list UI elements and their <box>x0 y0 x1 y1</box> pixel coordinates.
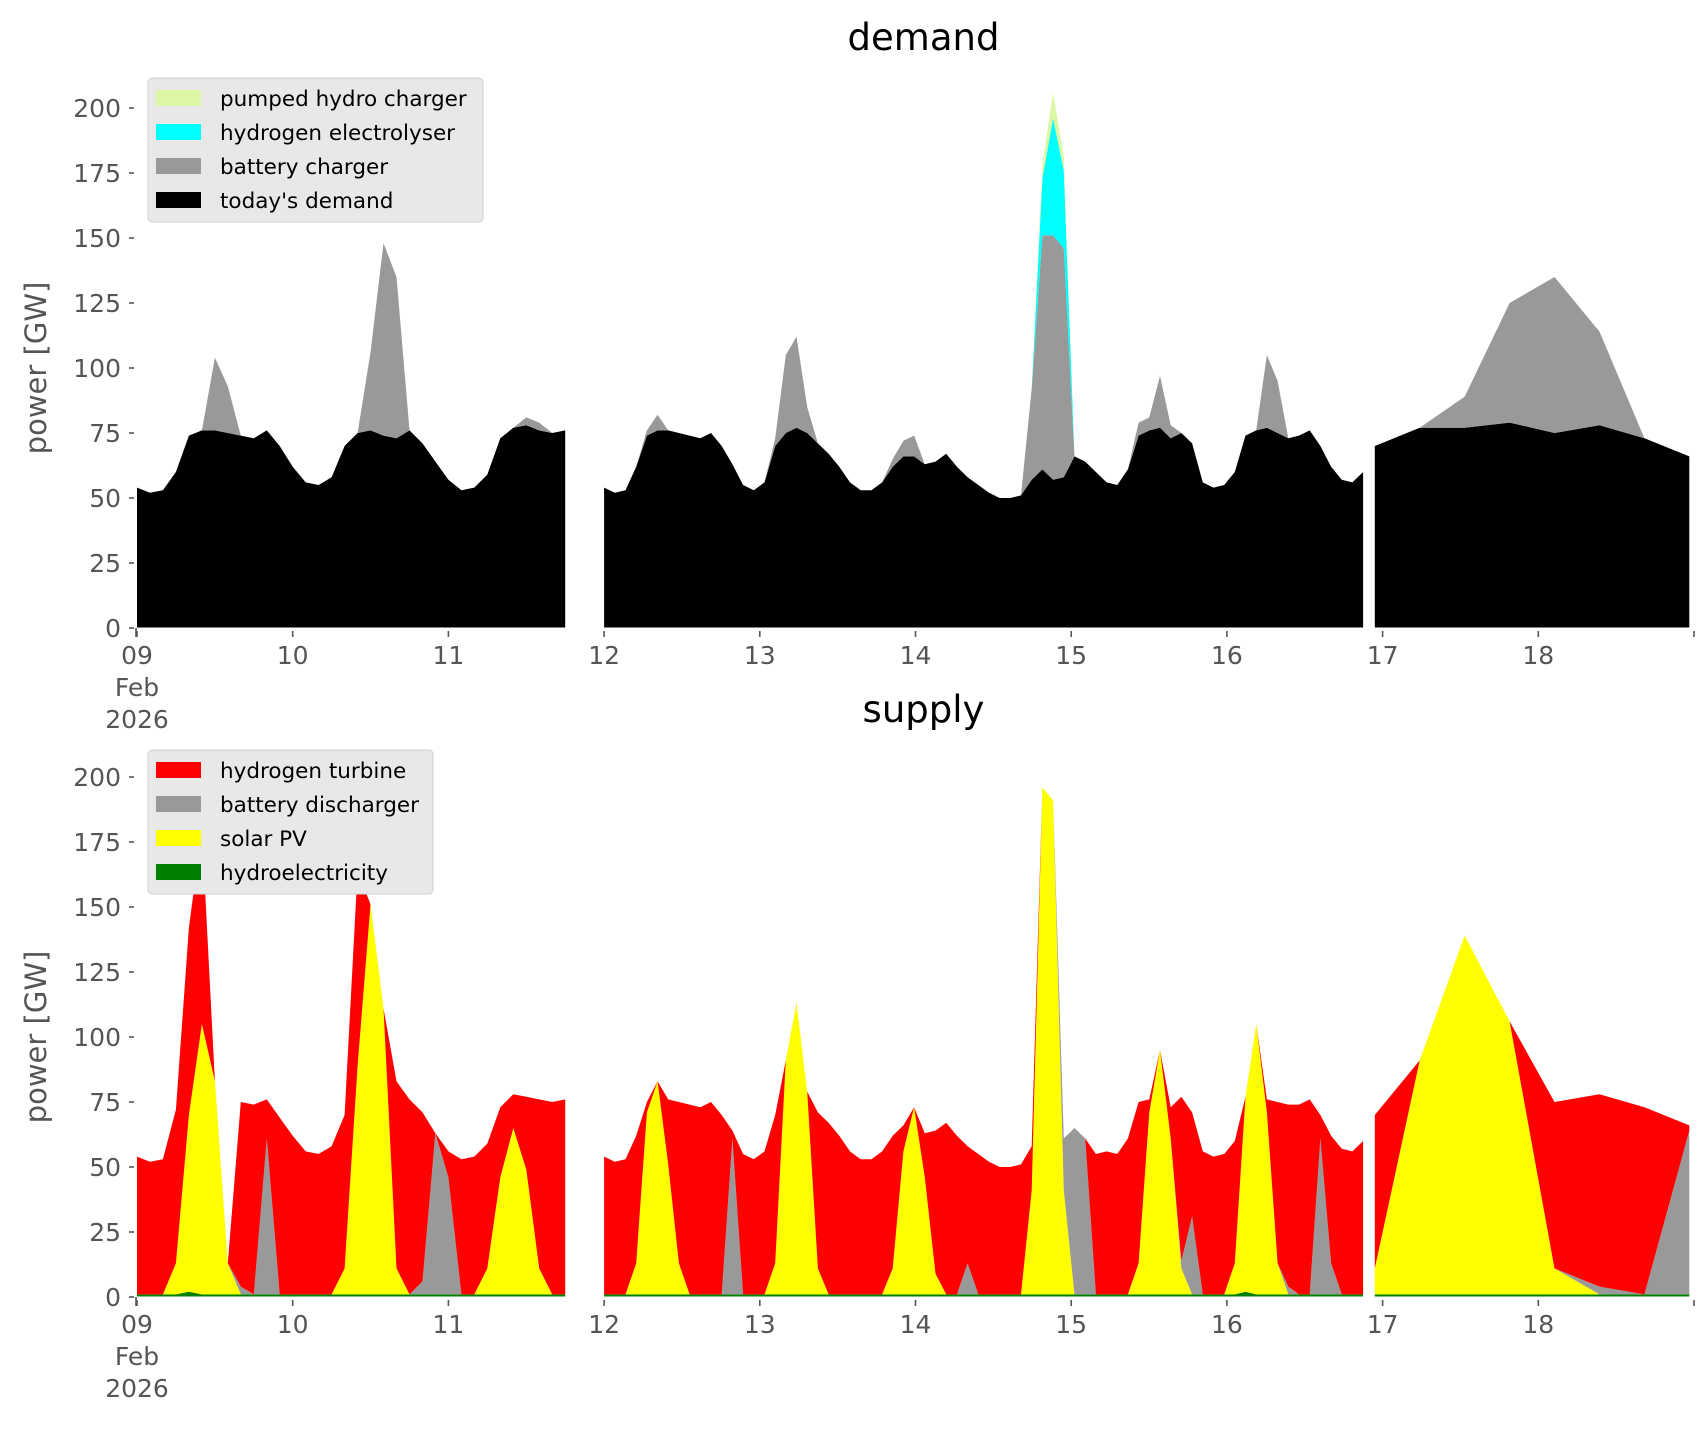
x-tick-label: 09 <box>121 1310 153 1339</box>
x-tick-label: 12 <box>588 641 620 670</box>
x-tick-label: 18 <box>1522 641 1554 670</box>
x-tick-label: 13 <box>744 641 776 670</box>
x-tick-label: 10 <box>277 1310 309 1339</box>
y-tick-label: 75 <box>89 419 121 448</box>
area-hydroelectricity-segment-2 <box>1374 1294 1690 1297</box>
legend-box <box>147 77 484 223</box>
x-tick-label: 18 <box>1522 1310 1554 1339</box>
x-tick-label: Feb <box>115 1342 159 1371</box>
x-tick-label: 15 <box>1055 1310 1087 1339</box>
area-battery-charger-segment-2 <box>1374 277 1690 457</box>
legend-swatch <box>156 864 201 880</box>
area-today-s-demand-segment-0 <box>137 425 566 628</box>
area-today-s-demand-segment-2 <box>1374 422 1690 628</box>
y-tick-label: 175 <box>73 159 121 188</box>
legend-entry: hydroelectricity <box>220 861 388 886</box>
legend-swatch <box>156 124 201 140</box>
y-tick-label: 25 <box>89 1218 121 1247</box>
area-battery-discharger-segment-2 <box>1374 935 1690 1295</box>
supply-panel: supply power [GW] 0 25 50 75 100 125 150 175 200 09… <box>19 688 1695 1403</box>
y-tick-label: 150 <box>73 893 121 922</box>
y-tick-label: 200 <box>73 94 121 123</box>
y-tick-label: 200 <box>73 763 121 792</box>
x-tick-label: 17 <box>1367 641 1399 670</box>
x-tick-label: 16 <box>1211 641 1243 670</box>
y-tick-label: 125 <box>73 289 121 318</box>
y-tick-label: 25 <box>89 549 121 578</box>
chart-title: supply <box>863 688 985 731</box>
area-battery-charger-segment-1 <box>604 235 1364 498</box>
area-solar-pv-segment-2 <box>1374 935 1690 1295</box>
y-tick-label: 50 <box>89 484 121 513</box>
area-hydrogen-turbine-segment-1 <box>604 787 1364 1295</box>
legend-entry: today's demand <box>220 189 393 214</box>
y-tick-label: 175 <box>73 828 121 857</box>
x-tick-label: 17 <box>1367 1310 1399 1339</box>
x-tick-label: 09 <box>121 641 153 670</box>
legend-entry: solar PV <box>220 827 307 852</box>
legend-swatch <box>156 158 201 174</box>
y-tick-label: 100 <box>73 354 121 383</box>
y-tick-label: 50 <box>89 1153 121 1182</box>
x-tick-label: 2026 <box>105 705 169 734</box>
x-tick-label: 12 <box>588 1310 620 1339</box>
legend-entry: pumped hydro charger <box>220 87 467 112</box>
y-tick-label: 0 <box>105 614 121 643</box>
y-axis-label: power [GW] <box>19 282 53 455</box>
x-tick-label: 13 <box>744 1310 776 1339</box>
x-tick-label: 15 <box>1055 641 1087 670</box>
legend-entry: hydrogen turbine <box>220 759 406 784</box>
area-solar-pv-segment-0 <box>137 904 566 1295</box>
y-tick-label: 75 <box>89 1088 121 1117</box>
legend-swatch <box>156 192 201 208</box>
y-tick-label: 0 <box>105 1283 121 1312</box>
legend: hydrogen turbine battery discharger solar … <box>147 749 434 895</box>
legend: pumped hydro charger hydrogen electrolyse… <box>147 77 484 223</box>
y-tick-label: 150 <box>73 224 121 253</box>
x-tick-label: 2026 <box>105 1374 169 1403</box>
x-tick-label: 14 <box>900 641 932 670</box>
x-tick-label: 11 <box>432 1310 464 1339</box>
x-tick-label: 14 <box>900 1310 932 1339</box>
area-hydrogen-turbine-segment-0 <box>137 829 566 1295</box>
x-tick-label: Feb <box>115 673 159 702</box>
legend-box <box>147 749 434 895</box>
x-tick-label: 11 <box>432 641 464 670</box>
area-today-s-demand-segment-1 <box>604 427 1364 628</box>
y-tick-label: 100 <box>73 1023 121 1052</box>
y-axis-label: power [GW] <box>19 951 53 1124</box>
legend-swatch <box>156 796 201 812</box>
legend-entry: hydrogen electrolyser <box>220 121 455 146</box>
legend-entry: battery charger <box>220 155 388 180</box>
chart-title: demand <box>848 16 1000 59</box>
legend-swatch <box>156 90 201 106</box>
demand-panel: demand power [GW] 0 25 50 75 100 125 150 175 200 09… <box>19 16 1695 734</box>
y-tick-label: 125 <box>73 958 121 987</box>
x-tick-label: 10 <box>277 641 309 670</box>
area-hydrogen-turbine-segment-2 <box>1374 935 1690 1295</box>
legend-entry: battery discharger <box>220 793 419 818</box>
legend-swatch <box>156 830 201 846</box>
legend-swatch <box>156 762 201 778</box>
area-solar-pv-segment-1 <box>604 787 1364 1295</box>
x-tick-label: 16 <box>1211 1310 1243 1339</box>
